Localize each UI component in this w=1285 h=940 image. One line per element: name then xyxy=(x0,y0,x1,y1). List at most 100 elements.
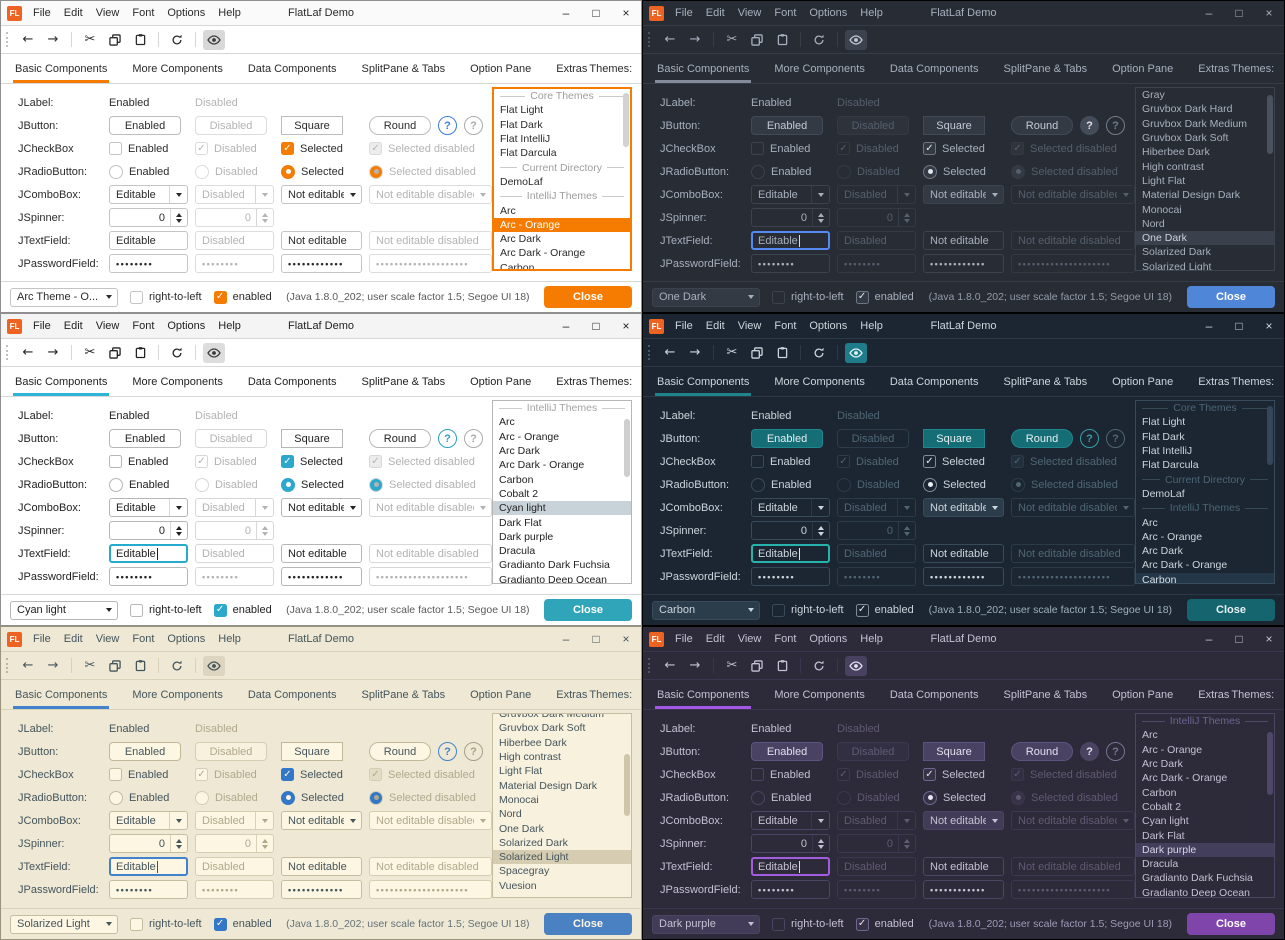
enabled-button[interactable]: Enabled xyxy=(751,742,823,761)
paste-icon[interactable] xyxy=(771,656,793,676)
tab-data-components[interactable]: Data Components xyxy=(889,688,979,701)
theme-list-item[interactable]: Arc Dark - Orange xyxy=(499,459,585,472)
textfield[interactable]: Editable xyxy=(751,544,830,563)
theme-list-item[interactable]: Flat Darcula xyxy=(1142,459,1199,472)
menu-help[interactable]: Help xyxy=(218,7,241,19)
close-button[interactable]: × xyxy=(622,319,630,333)
menu-help[interactable]: Help xyxy=(860,7,883,19)
cut-icon[interactable]: ✂ xyxy=(726,658,738,673)
cut-icon[interactable]: ✂ xyxy=(726,345,738,360)
paste-icon[interactable] xyxy=(129,30,151,50)
menu-view[interactable]: View xyxy=(95,7,120,19)
theme-list-item[interactable]: Gruvbox Dark Soft xyxy=(499,722,586,735)
spinner[interactable]: 0 xyxy=(751,834,830,853)
combobox-not-editable[interactable]: Not editable xyxy=(923,811,1004,830)
list-scrollbar-thumb[interactable] xyxy=(1267,406,1273,465)
show-icon[interactable] xyxy=(203,29,225,50)
theme-list-item[interactable]: Gradianto Dark Fuchsia xyxy=(499,559,610,572)
radio-selected[interactable] xyxy=(281,164,295,179)
menu-file[interactable]: File xyxy=(675,320,693,332)
theme-list-item[interactable]: Dracula xyxy=(1142,858,1179,871)
radio-enabled[interactable] xyxy=(751,164,765,179)
theme-list-item[interactable]: Gruvbox Dark Soft xyxy=(1142,132,1229,145)
enabled-button[interactable]: Enabled xyxy=(751,116,823,135)
theme-list-item[interactable]: Dracula xyxy=(499,545,536,558)
copy-icon[interactable] xyxy=(746,30,768,50)
passwordfield[interactable]: •••••••••••• xyxy=(281,254,362,273)
cut-icon[interactable]: ✂ xyxy=(84,32,96,47)
forward-icon[interactable]: → xyxy=(47,32,59,47)
textfield[interactable]: Not editable xyxy=(923,231,1004,250)
close-button[interactable]: Close xyxy=(544,913,632,935)
help-button[interactable]: ? xyxy=(464,429,483,448)
show-icon[interactable] xyxy=(845,655,867,676)
minimize-button[interactable]: – xyxy=(1205,319,1213,333)
help-button[interactable]: ? xyxy=(464,116,483,135)
menu-font[interactable]: Font xyxy=(132,633,155,645)
textfield[interactable]: Editable xyxy=(751,857,830,876)
tab-option-pane[interactable]: Option Pane xyxy=(1112,62,1174,75)
combobox-editable[interactable]: Editable xyxy=(751,498,830,517)
radio-selected[interactable] xyxy=(923,477,937,492)
refresh-icon[interactable] xyxy=(166,343,188,363)
textfield[interactable]: Not editable xyxy=(923,544,1004,563)
forward-icon[interactable]: → xyxy=(47,345,59,360)
tab-extras[interactable]: Extras xyxy=(556,62,588,75)
help-button[interactable]: ? xyxy=(1080,742,1099,761)
passwordfield[interactable]: •••••••••••• xyxy=(923,254,1004,273)
close-button[interactable]: Close xyxy=(1187,286,1275,308)
theme-list-item[interactable]: Dark purple xyxy=(499,530,554,543)
square-button[interactable]: Square xyxy=(281,429,343,448)
menu-view[interactable]: View xyxy=(737,320,762,332)
theme-list-item[interactable]: DemoLaf xyxy=(500,175,543,188)
theme-list-item[interactable]: One Dark xyxy=(1136,230,1274,246)
menu-view[interactable]: View xyxy=(95,320,120,332)
radio-selected[interactable] xyxy=(281,477,295,492)
spinner[interactable]: 0 xyxy=(751,521,830,540)
menu-options[interactable]: Options xyxy=(809,320,848,332)
theme-list-item[interactable]: Arc xyxy=(1142,729,1158,742)
help-button[interactable]: ? xyxy=(1080,429,1099,448)
back-icon[interactable]: ← xyxy=(22,658,34,673)
square-button[interactable]: Square xyxy=(923,116,985,135)
copy-icon[interactable] xyxy=(746,343,768,363)
theme-list-item[interactable]: Arc Dark - Orange xyxy=(1142,772,1228,785)
tab-splitpane-tabs[interactable]: SplitPane & Tabs xyxy=(361,375,446,388)
show-icon[interactable] xyxy=(203,655,225,676)
enabled-checkbox[interactable]: ✓ xyxy=(855,603,869,617)
close-button[interactable]: Close xyxy=(1187,913,1275,935)
minimize-button[interactable]: – xyxy=(1205,632,1213,646)
textfield[interactable]: Not editable xyxy=(281,857,362,876)
menu-file[interactable]: File xyxy=(675,7,693,19)
menu-options[interactable]: Options xyxy=(167,633,206,645)
maximize-button[interactable]: □ xyxy=(592,6,600,20)
copy-icon[interactable] xyxy=(746,656,768,676)
passwordfield[interactable]: •••••••• xyxy=(751,880,830,899)
spinner[interactable]: 0 xyxy=(109,208,188,227)
menu-help[interactable]: Help xyxy=(218,633,241,645)
menu-file[interactable]: File xyxy=(33,7,51,19)
themes-list[interactable]: IntelliJ Themes Arc Arc - Orange Arc Dark Ar… xyxy=(492,400,632,584)
combobox-not-editable[interactable]: Not editable xyxy=(281,811,362,830)
enabled-checkbox[interactable]: ✓ xyxy=(213,917,227,931)
spinner[interactable]: 0 xyxy=(751,208,830,227)
paste-icon[interactable] xyxy=(771,343,793,363)
checkbox-enabled[interactable]: ✓ xyxy=(751,455,764,468)
passwordfield[interactable]: •••••••• xyxy=(109,254,188,273)
minimize-button[interactable]: – xyxy=(562,6,570,20)
passwordfield[interactable]: •••••••• xyxy=(751,567,830,586)
forward-icon[interactable]: → xyxy=(689,658,701,673)
theme-list-item[interactable]: Cyan light xyxy=(1142,815,1189,828)
radio-enabled[interactable] xyxy=(109,477,123,492)
passwordfield[interactable]: •••••••••••• xyxy=(923,880,1004,899)
enabled-checkbox[interactable]: ✓ xyxy=(855,917,869,931)
back-icon[interactable]: ← xyxy=(664,658,676,673)
enabled-button[interactable]: Enabled xyxy=(109,116,181,135)
list-scrollbar-thumb[interactable] xyxy=(624,419,630,478)
tab-splitpane-tabs[interactable]: SplitPane & Tabs xyxy=(1003,375,1088,388)
enabled-button[interactable]: Enabled xyxy=(751,429,823,448)
menu-help[interactable]: Help xyxy=(860,320,883,332)
square-button[interactable]: Square xyxy=(923,742,985,761)
checkbox-selected[interactable]: ✓ xyxy=(281,455,294,468)
passwordfield[interactable]: •••••••••••• xyxy=(281,567,362,586)
